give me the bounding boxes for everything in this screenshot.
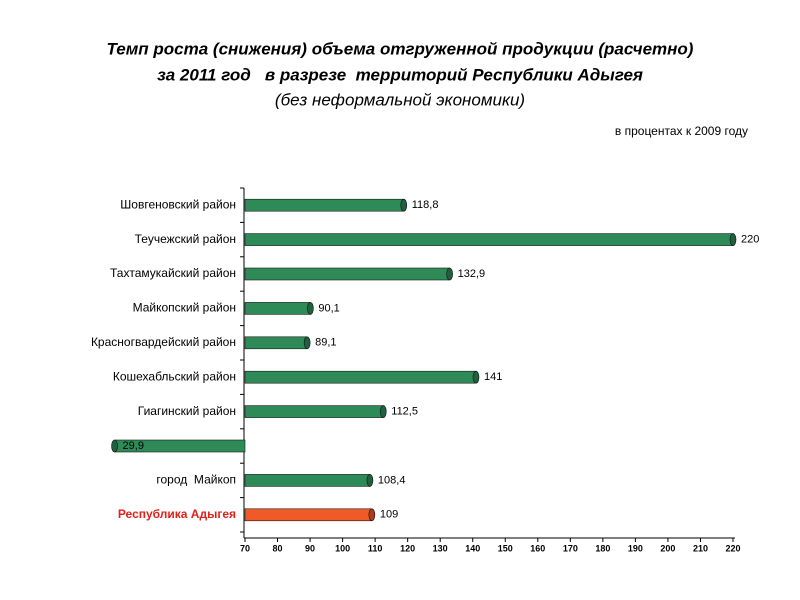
bar-cap	[307, 302, 314, 315]
bar-cap	[366, 474, 374, 487]
x-tick-label: 200	[660, 543, 675, 553]
bar	[244, 370, 477, 384]
bar	[244, 267, 450, 281]
x-tick-label: 210	[693, 543, 708, 553]
value-label: 89,1	[315, 337, 336, 349]
x-tick-label: 170	[563, 543, 578, 553]
chart-title: Темп роста (снижения) объема отгруженной…	[107, 39, 694, 58]
bar	[244, 233, 734, 246]
chart-subtitle: (без неформальной экономики)	[275, 90, 525, 109]
value-label: 220	[741, 234, 759, 246]
y-tick-label: Красногвардейский район	[91, 335, 236, 349]
y-tick-label: Шовгеновский район	[120, 197, 236, 211]
value-label: 118,8	[412, 199, 439, 211]
value-label: 132,9	[458, 268, 486, 280]
x-tick-label: 120	[400, 543, 415, 553]
bar-cap	[379, 405, 387, 418]
value-label: 29,9	[123, 440, 144, 452]
bar-cap	[472, 370, 480, 384]
x-tick-label: 110	[368, 543, 383, 553]
x-tick-label: 80	[273, 543, 283, 553]
y-tick-label: Кошехабльский район	[113, 369, 236, 383]
bar-cap	[446, 267, 453, 281]
y-tick-label: Республика Адыгея	[118, 507, 236, 521]
bar-cap	[400, 198, 408, 212]
x-tick-label: 140	[465, 543, 480, 553]
y-tick-label: Тахтамукайский район	[110, 266, 236, 280]
value-label: 90,1	[318, 302, 339, 314]
x-tick-label: 70	[240, 543, 250, 553]
x-tick-label: 220	[725, 543, 740, 553]
x-tick-label: 160	[530, 543, 545, 553]
y-tick-label: Гиагинский район	[138, 404, 236, 418]
bar	[244, 336, 308, 350]
bar	[244, 405, 384, 418]
y-tick-label: Майкопский район	[133, 301, 236, 315]
bar-cap	[368, 508, 376, 522]
bar	[244, 474, 371, 487]
x-tick-label: 190	[628, 543, 643, 553]
bar	[244, 508, 373, 522]
value-label: 108,4	[378, 474, 406, 486]
value-label: 112,5	[391, 406, 418, 418]
unit-note: в процентах к 2009 году	[615, 124, 748, 138]
bar-cap	[729, 233, 737, 246]
bar	[244, 302, 311, 315]
bar-cap	[111, 439, 118, 453]
chart-title: за 2011 год в разрезе территорий Республ…	[157, 65, 643, 84]
bar-cap	[303, 336, 311, 350]
value-label: 109	[380, 509, 398, 521]
y-tick-label: город Майкоп	[156, 473, 236, 487]
x-tick-label: 100	[335, 543, 350, 553]
y-tick-label: Теучежский район	[135, 232, 236, 246]
x-tick-label: 130	[433, 543, 448, 553]
x-tick-label: 150	[498, 543, 513, 553]
value-label: 141	[484, 371, 502, 383]
bar	[244, 198, 405, 212]
x-tick-label: 180	[595, 543, 610, 553]
x-tick-label: 90	[305, 543, 315, 553]
